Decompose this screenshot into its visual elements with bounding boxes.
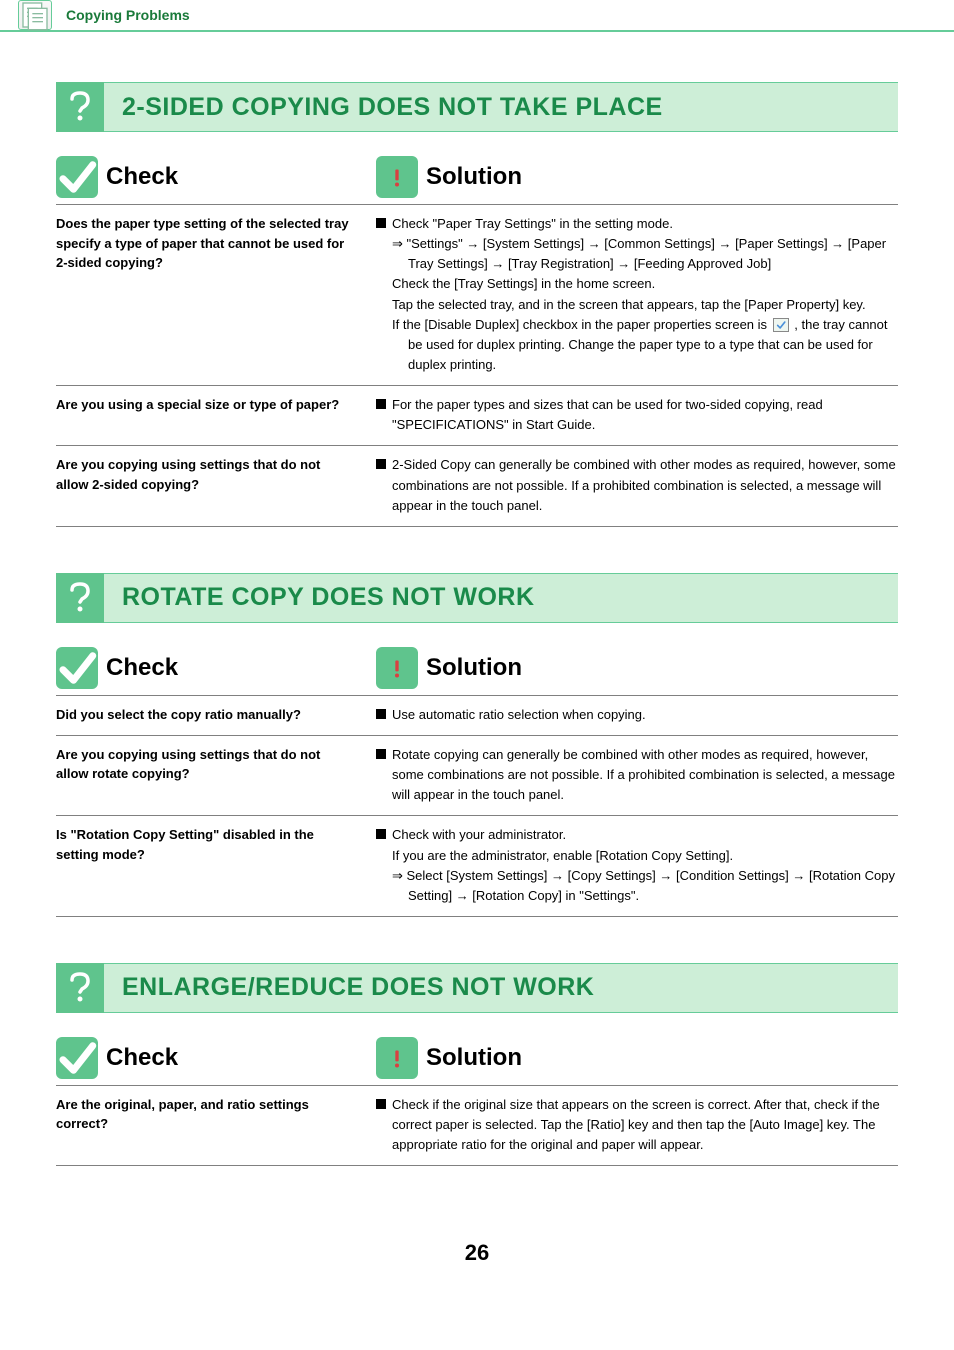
exclamation-icon <box>376 1037 418 1079</box>
qa-row: Does the paper type setting of the selec… <box>56 204 898 386</box>
checkbox-icon <box>773 318 789 332</box>
solution-label: Solution <box>426 1044 522 1072</box>
check-question: Did you select the copy ratio manually? <box>56 705 376 725</box>
check-icon <box>56 156 98 198</box>
troubleshoot-section: 2-SIDED COPYING DOES NOT TAKE PLACE Chec… <box>56 82 898 527</box>
solution-text: For the paper types and sizes that can b… <box>392 395 898 435</box>
check-label: Check <box>106 163 178 191</box>
question-mark-icon <box>56 82 104 132</box>
solution-cell: Use automatic ratio selection when copyi… <box>376 705 898 725</box>
solution-text: Check if the original size that appears … <box>392 1095 898 1155</box>
bullet-icon <box>376 399 386 409</box>
bullet-icon <box>376 1099 386 1109</box>
check-question: Are the original, paper, and ratio setti… <box>56 1095 376 1155</box>
troubleshoot-section: ENLARGE/REDUCE DOES NOT WORK Check Solut… <box>56 963 898 1166</box>
solution-subline: Check the [Tray Settings] in the home sc… <box>392 274 898 294</box>
section-gap <box>56 917 898 963</box>
section-title-row: 2-SIDED COPYING DOES NOT TAKE PLACE <box>56 82 898 132</box>
solution-cell: Check with your administrator. If you ar… <box>376 825 898 906</box>
bullet-icon <box>376 749 386 759</box>
troubleshoot-section: ROTATE COPY DOES NOT WORK Check Solution… <box>56 573 898 917</box>
question-mark-icon <box>56 963 104 1013</box>
solution-label: Solution <box>426 654 522 682</box>
solution-cell: Rotate copying can generally be combined… <box>376 745 898 805</box>
doc-icon <box>18 0 52 30</box>
check-question: Are you copying using settings that do n… <box>56 455 376 515</box>
qa-row: Are you using a special size or type of … <box>56 386 898 446</box>
content-area: 2-SIDED COPYING DOES NOT TAKE PLACE Chec… <box>0 32 954 1196</box>
check-icon <box>56 1037 98 1079</box>
bullet-icon <box>376 218 386 228</box>
qa-row: Did you select the copy ratio manually? … <box>56 695 898 736</box>
solution-cell: Check if the original size that appears … <box>376 1095 898 1155</box>
bullet-icon <box>376 459 386 469</box>
bullet-icon <box>376 709 386 719</box>
section-gap <box>56 527 898 573</box>
solution-text: Use automatic ratio selection when copyi… <box>392 705 898 725</box>
solution-text: 2-Sided Copy can generally be combined w… <box>392 455 898 515</box>
solution-subline: If you are the administrator, enable [Ro… <box>392 846 898 866</box>
solution-cell: For the paper types and sizes that can b… <box>376 395 898 435</box>
check-label: Check <box>106 654 178 682</box>
section-title: ENLARGE/REDUCE DOES NOT WORK <box>104 973 594 1002</box>
qa-row: Are you copying using settings that do n… <box>56 736 898 816</box>
check-question: Are you using a special size or type of … <box>56 395 376 435</box>
solution-subline: ⇒ Select [System Settings] → [Copy Setti… <box>392 866 898 906</box>
solution-label: Solution <box>426 163 522 191</box>
check-question: Is "Rotation Copy Setting" disabled in t… <box>56 825 376 906</box>
solution-cell: 2-Sided Copy can generally be combined w… <box>376 455 898 515</box>
section-title-row: ENLARGE/REDUCE DOES NOT WORK <box>56 963 898 1013</box>
header-link[interactable]: Copying Problems <box>66 7 190 23</box>
question-mark-icon <box>56 573 104 623</box>
page-number: 26 <box>0 1240 954 1266</box>
check-icon <box>56 647 98 689</box>
solution-cell: Check "Paper Tray Settings" in the setti… <box>376 214 898 375</box>
check-question: Does the paper type setting of the selec… <box>56 214 376 375</box>
qa-row: Is "Rotation Copy Setting" disabled in t… <box>56 816 898 917</box>
solution-subline: Tap the selected tray, and in the screen… <box>392 295 898 315</box>
solution-text: Rotate copying can generally be combined… <box>392 745 898 805</box>
solution-text: Check with your administrator. If you ar… <box>392 825 898 906</box>
solution-text: Check "Paper Tray Settings" in the setti… <box>392 214 898 375</box>
section-title: ROTATE COPY DOES NOT WORK <box>104 583 535 612</box>
check-question: Are you copying using settings that do n… <box>56 745 376 805</box>
exclamation-icon <box>376 647 418 689</box>
column-headers: Check Solution <box>56 1037 898 1079</box>
solution-subline: ⇒ "Settings" → [System Settings] → [Comm… <box>392 234 898 274</box>
exclamation-icon <box>376 156 418 198</box>
column-headers: Check Solution <box>56 647 898 689</box>
bullet-icon <box>376 829 386 839</box>
qa-row: Are you copying using settings that do n… <box>56 446 898 526</box>
check-label: Check <box>106 1044 178 1072</box>
section-title-row: ROTATE COPY DOES NOT WORK <box>56 573 898 623</box>
solution-subline: If the [Disable Duplex] checkbox in the … <box>392 315 898 375</box>
qa-row: Are the original, paper, and ratio setti… <box>56 1085 898 1166</box>
column-headers: Check Solution <box>56 156 898 198</box>
section-title: 2-SIDED COPYING DOES NOT TAKE PLACE <box>104 93 663 122</box>
page-header: Copying Problems <box>0 0 954 32</box>
